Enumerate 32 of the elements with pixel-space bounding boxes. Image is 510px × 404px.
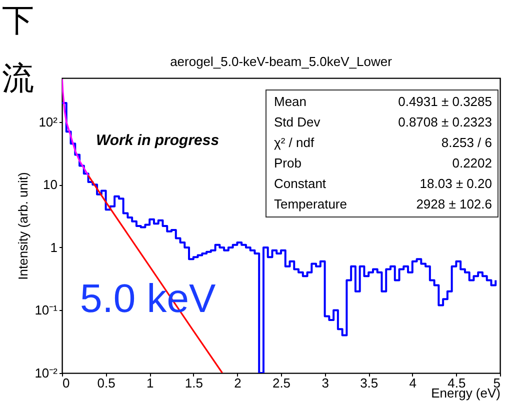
annotation: Mean [274, 94, 307, 109]
annotation: Constant [274, 176, 326, 191]
y-tick-label: 10⁻² [34, 366, 58, 380]
text: 下流 [2, 2, 34, 96]
annotation: 0.2202 [452, 156, 492, 170]
x-tick-label: 4.5 [448, 376, 466, 390]
annotation: 0.8708 ± 0.2323 [398, 114, 492, 130]
y-tick-label: 10² [38, 114, 58, 130]
chart-title: aerogel_5.0-keV-beam_5.0keV_Lower [170, 54, 393, 69]
x-tick-label: 2 [234, 376, 242, 390]
annotation: Prob [274, 156, 302, 170]
x-tick-label: 3 [322, 376, 329, 390]
annotation: χ² / ndf [274, 135, 314, 150]
annotation: 0.4931 ± 0.3285 [398, 94, 492, 109]
x-tick-label: 1.5 [184, 376, 203, 390]
y-tick-label: 10 [43, 177, 58, 192]
annotation: 18.03 ± 0.20 [420, 176, 492, 191]
x-tick-label: 2.5 [272, 376, 291, 390]
y-tick-label: 10⁻¹ [34, 302, 58, 318]
annotation: Temperature [274, 196, 347, 212]
annotation: Work in progress [96, 132, 220, 149]
x-tick-label: 4 [409, 376, 417, 390]
y-axis-title: Intensity (arb. unit) [16, 172, 31, 280]
annotation: 2928 ± 102.6 [416, 196, 492, 212]
x-tick-label: 0 [62, 376, 70, 390]
annotation: 8.253 / 6 [441, 135, 492, 150]
x-tick-label: 0.5 [97, 376, 116, 390]
x-tick-label: 3.5 [360, 376, 378, 390]
x-tick-label: 1 [146, 376, 154, 390]
annotation: Std Dev [274, 114, 321, 130]
line-series [62, 78, 90, 176]
y-tick-label: 1 [50, 240, 58, 255]
